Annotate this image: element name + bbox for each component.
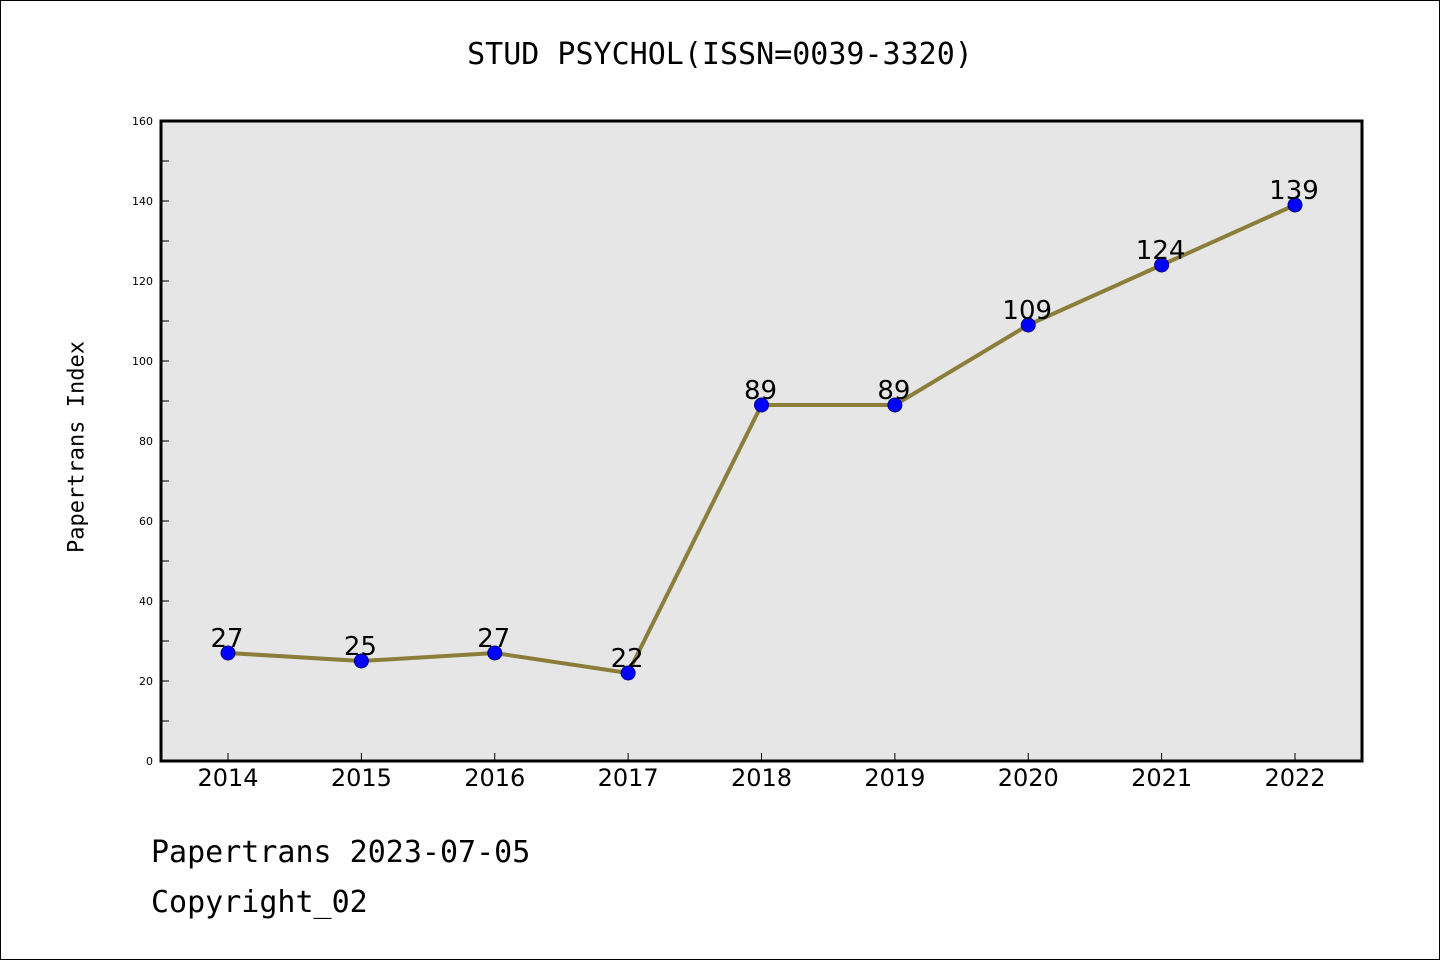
data-point — [754, 397, 769, 413]
y-tick-label: 100 — [132, 355, 153, 368]
data-point — [220, 645, 236, 661]
x-tick-label: 2020 — [998, 764, 1059, 792]
data-point — [353, 653, 369, 669]
y-tick-label: 20 — [139, 675, 153, 688]
data-label: 27 — [210, 624, 243, 654]
data-point — [1020, 317, 1036, 333]
data-point — [487, 645, 503, 661]
data-point — [620, 665, 636, 681]
data-point — [1154, 257, 1170, 273]
y-tick-label: 0 — [146, 755, 153, 768]
data-label: 89 — [877, 376, 910, 406]
y-tick-label: 140 — [132, 195, 153, 208]
data-label: 109 — [1002, 296, 1052, 326]
x-tick-label: 2016 — [464, 764, 525, 792]
data-label: 22 — [611, 644, 644, 674]
data-label: 124 — [1136, 236, 1186, 266]
x-tick-label: 2021 — [1131, 764, 1192, 792]
x-tick-label: 2015 — [331, 764, 392, 792]
y-tick-label: 60 — [139, 515, 153, 528]
footer-date: Papertrans 2023-07-05 — [151, 835, 531, 870]
data-point — [1287, 197, 1303, 213]
y-tick-label: 120 — [132, 275, 153, 288]
y-axis-ticks: 0 20 40 60 80 100 120 140 160 — [132, 115, 169, 768]
x-tick-label: 2014 — [197, 764, 258, 792]
x-tick-label: 2018 — [731, 764, 792, 792]
y-tick-label: 80 — [139, 435, 153, 448]
footer-copyright: Copyright_02 — [151, 885, 368, 920]
data-label: 139 — [1269, 176, 1319, 206]
x-tick-label: 2017 — [598, 764, 659, 792]
x-axis-ticks: 2014 2015 2016 2017 2018 2019 2020 2021 2022 — [197, 753, 1326, 792]
x-tick-label: 2019 — [864, 764, 925, 792]
y-tick-label: 40 — [139, 595, 153, 608]
y-tick-label: 160 — [132, 115, 153, 128]
data-label: 27 — [477, 624, 510, 654]
series-group: 27 25 27 22 89 89 109 124 139 — [210, 176, 1319, 681]
data-label: 89 — [744, 376, 777, 406]
chart-title: STUD PSYCHOL(ISSN=0039-3320) — [467, 37, 973, 72]
data-point — [887, 397, 903, 413]
plot-area — [159, 119, 1364, 763]
data-label: 25 — [344, 632, 377, 662]
x-tick-label: 2022 — [1264, 764, 1325, 792]
